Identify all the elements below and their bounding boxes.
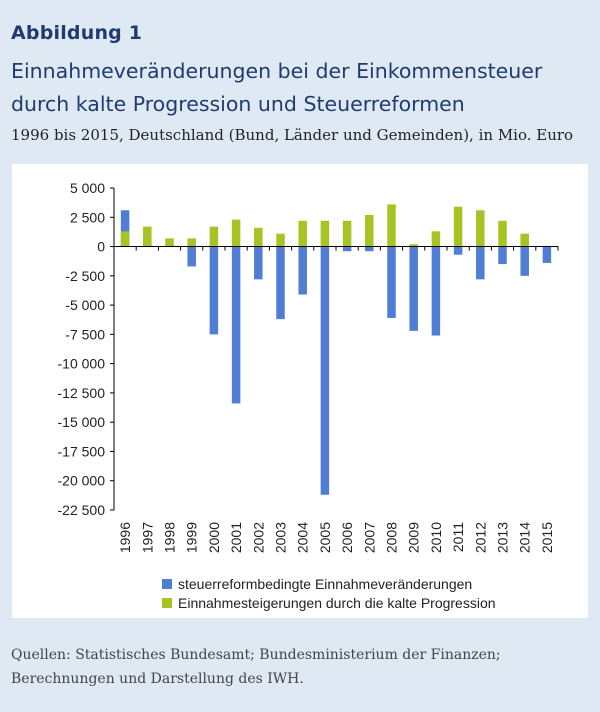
bar-reform-2000	[209, 246, 219, 335]
y-tick-label: -12 500	[58, 385, 106, 401]
x-tick-label: 2005	[317, 522, 333, 553]
x-tick-label: 1998	[162, 522, 178, 553]
x-tick-label: 2011	[450, 522, 466, 552]
bar-progression-2003	[276, 233, 285, 247]
x-tick-label: 2010	[428, 522, 444, 553]
bar-reform-2015	[542, 246, 552, 263]
x-tick-label: 2008	[384, 522, 400, 553]
bar-progression-2006	[342, 220, 352, 247]
legend-item-progression: Einnahmesteigerungen durch die kalte Pro…	[162, 593, 496, 612]
bar-reform-2004	[298, 246, 307, 295]
y-tick-label: -22 500	[58, 502, 106, 518]
figure-label: Abbildung 1	[11, 22, 143, 44]
plot-area: 5 000 2 500 0 -2 500 -5 000 -7 500 -10 000 -12 …	[12, 164, 588, 618]
y-tick-label: -20 000	[58, 473, 106, 489]
bar-reform-2001	[231, 246, 241, 404]
x-tick-label: 2003	[273, 522, 289, 553]
bar-progression-2011	[453, 206, 463, 247]
x-tick-label: 2009	[406, 522, 422, 553]
legend-label-reform: steuerreformbedingte Einnahmeveränderung…	[178, 575, 473, 592]
x-tick-label: 2006	[339, 522, 355, 553]
x-tick-label: 1997	[139, 522, 155, 553]
chart-subtitle: 1996 bis 2015, Deutschland (Bund, Länder…	[11, 126, 574, 144]
bar-reform-1996	[120, 210, 130, 247]
bar-progression-1997	[143, 226, 152, 247]
y-tick-label: -17 500	[58, 443, 106, 459]
bar-progression-2008	[387, 204, 396, 247]
bar-reform-2014	[520, 246, 529, 276]
bar-progression-2012	[476, 210, 485, 247]
chart-title-line-2: durch kalte Progression und Steuerreform…	[11, 92, 465, 116]
chart-title: Einnahmeveränderungen bei der Einkommens…	[11, 55, 596, 121]
bar-reform-2013	[498, 246, 507, 265]
x-tick-label: 2012	[472, 522, 488, 553]
bar-reform-2008	[387, 246, 396, 318]
legend-label-progression: Einnahmesteigerungen durch die kalte Pro…	[178, 594, 496, 611]
chart-title-line-1: Einnahmeveränderungen bei der Einkommens…	[11, 59, 543, 83]
bar-progression-2001	[231, 219, 241, 247]
legend-swatch-blue	[162, 578, 172, 589]
bar-progression-2014	[520, 233, 529, 247]
bar-progression-2010	[431, 231, 441, 247]
bar-progression-1999	[187, 238, 196, 247]
bar-chart: 5 000 2 500 0 -2 500 -5 000 -7 500 -10 000 -12 …	[58, 180, 559, 553]
x-tick-label: 1999	[184, 522, 200, 553]
bar-progression-2000	[209, 226, 219, 247]
x-tick-label: 2014	[517, 522, 533, 553]
bar-reform-2005	[320, 246, 330, 495]
x-tick-label: 2000	[206, 522, 222, 553]
y-tick-label: -10 000	[58, 356, 106, 372]
bar-progression-2004	[298, 220, 307, 247]
legend: steuerreformbedingte Einnahmeveränderung…	[162, 574, 496, 612]
bar-progression-2007	[365, 214, 374, 247]
source-note: Quellen: Statistisches Bundesamt; Bundes…	[11, 643, 591, 691]
bar-reform-2010	[431, 246, 441, 336]
bar-reform-2002	[254, 246, 263, 280]
source-line-2: Berechnungen und Darstellung des IWH.	[11, 671, 304, 687]
legend-item-reform: steuerreformbedingte Einnahmeveränderung…	[162, 574, 496, 593]
bar-progression-2002	[254, 227, 263, 247]
bar-progression-2013	[498, 220, 507, 247]
y-tick-label: 2 500	[70, 209, 105, 225]
x-tick-label: 1996	[117, 522, 133, 553]
bar-progression-1998	[165, 238, 174, 247]
y-tick-label: -5 000	[65, 297, 105, 313]
y-tick-label: 0	[97, 239, 105, 255]
x-tick-label: 2015	[539, 522, 555, 553]
bar-reform-2012	[476, 246, 485, 280]
y-tick-label: -2 500	[65, 268, 105, 284]
y-tick-label: -7 500	[65, 326, 105, 342]
x-tick-label: 2001	[228, 522, 244, 553]
bar-reform-2007	[365, 246, 374, 252]
bar-reform-2009	[409, 246, 418, 331]
bar-progression-2005	[320, 220, 330, 247]
bar-progression-1996	[120, 231, 130, 247]
x-tick-label: 2004	[295, 522, 311, 553]
bar-progression-2009	[409, 244, 418, 247]
bar-reform-2011	[453, 246, 463, 255]
x-tick-label: 2013	[495, 522, 511, 553]
x-tick-label: 2002	[250, 522, 266, 553]
x-tick-label: 2007	[361, 522, 377, 553]
bar-reform-2003	[276, 246, 285, 320]
bar-reform-2006	[342, 246, 352, 252]
bar-reform-1999	[187, 246, 196, 267]
legend-swatch-green	[162, 597, 172, 608]
y-tick-label: 5 000	[70, 180, 105, 196]
y-tick-label: -15 000	[58, 414, 106, 430]
source-line-1: Quellen: Statistisches Bundesamt; Bundes…	[11, 647, 501, 663]
